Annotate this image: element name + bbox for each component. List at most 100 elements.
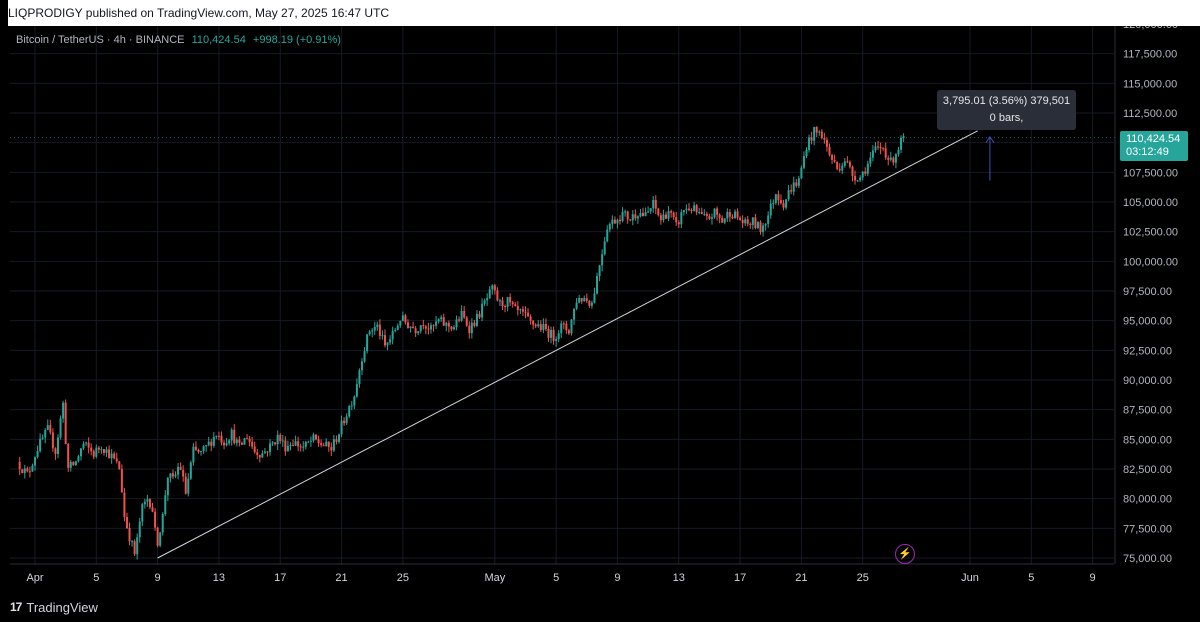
candle-body: [815, 126, 818, 133]
x-tick-label: 9: [1090, 572, 1096, 584]
candle-body: [767, 215, 770, 224]
x-tick-label: 17: [734, 572, 746, 584]
candle-body: [332, 439, 335, 451]
candle-body: [465, 317, 468, 326]
candle-body: [710, 217, 713, 219]
candle-body: [141, 504, 144, 522]
candle-body: [269, 443, 272, 453]
x-tick-label: 25: [397, 572, 409, 584]
candle-body: [859, 177, 862, 181]
candle-body: [246, 438, 249, 440]
candle-body: [652, 199, 655, 209]
candle-body: [800, 167, 803, 179]
candle-body: [166, 477, 169, 496]
lightning-bolt-icon[interactable]: ⚡: [895, 544, 915, 564]
candle-body: [67, 443, 70, 468]
candle-body: [698, 211, 701, 213]
y-tick-label: 100,000.00: [1123, 256, 1178, 268]
candle-body: [662, 214, 665, 221]
chart-area[interactable]: 120,000.00 117,500.00 115,000.00 112,500.00…: [0, 19, 1200, 592]
candle-body: [312, 434, 315, 441]
candle-body: [877, 146, 880, 148]
candle-body: [823, 137, 826, 140]
candle-body: [608, 223, 611, 230]
candle-body: [113, 453, 116, 459]
candle-body: [440, 317, 443, 320]
candle-body: [179, 466, 182, 470]
candle-body: [657, 208, 660, 216]
candle-body: [506, 297, 509, 307]
candle-body: [373, 326, 376, 331]
candle-body: [381, 335, 384, 337]
candle-body: [307, 441, 310, 443]
candle-body: [220, 435, 223, 443]
x-tick-label: 13: [673, 572, 685, 584]
candle-body: [825, 139, 828, 147]
candle-body: [138, 521, 141, 538]
candle-body: [483, 300, 486, 304]
candle-body: [59, 418, 62, 438]
candle-body: [256, 452, 259, 456]
y-tick-label: 77,500.00: [1123, 523, 1172, 535]
measure-bars: 0 bars,: [989, 112, 1024, 124]
candle-body: [320, 443, 323, 446]
candle-body: [601, 254, 604, 266]
candle-body: [263, 451, 266, 454]
symbol-legend: Bitcoin / TetherUS · 4h · BINANCE 110,42…: [16, 34, 341, 46]
candle-body: [225, 443, 228, 446]
candle-body: [240, 442, 243, 445]
candle-body: [889, 157, 892, 160]
candle-body: [41, 437, 44, 439]
candle-body: [396, 325, 399, 330]
x-tick-label: 5: [1028, 572, 1034, 584]
candle-body: [606, 229, 609, 242]
candle-body: [389, 339, 392, 343]
candle-body: [102, 449, 105, 453]
candle-body: [649, 208, 652, 212]
candle-body: [642, 213, 645, 217]
candle-body: [202, 446, 205, 452]
x-tick-label: Jun: [961, 572, 979, 584]
candle-body: [864, 171, 867, 174]
candle-body: [118, 461, 121, 470]
candle-body: [429, 325, 432, 330]
candle-body: [879, 146, 882, 149]
candle-body: [432, 325, 435, 327]
candlestick-chart[interactable]: 120,000.00 117,500.00 115,000.00 112,500.00…: [0, 19, 1200, 592]
y-tick-label: 120,000.00: [1123, 26, 1178, 31]
y-tick-label: 105,000.00: [1123, 197, 1178, 209]
candle-body: [327, 441, 330, 447]
candle-body: [626, 211, 629, 220]
candle-body: [271, 442, 274, 444]
candle-body: [560, 323, 563, 334]
candle-body: [677, 222, 680, 225]
candle-body: [422, 325, 425, 327]
last-price-tag: 110,424.54 03:12:49: [1120, 131, 1188, 161]
y-tick-label: 97,500.00: [1123, 286, 1172, 298]
candle-body: [866, 163, 869, 174]
candle-body: [177, 466, 180, 475]
candle-body: [861, 171, 864, 178]
candle-body: [182, 469, 185, 477]
bar-countdown: 03:12:49: [1126, 146, 1169, 158]
candle-body: [399, 320, 402, 326]
candle-body: [302, 446, 305, 448]
candle-body: [26, 468, 29, 472]
candle-body: [360, 361, 363, 371]
tradingview-logo[interactable]: 17 TradingView: [10, 600, 98, 615]
candle-body: [613, 219, 616, 224]
candle-body: [95, 447, 98, 457]
candle-body: [212, 436, 215, 446]
candle-body: [366, 334, 369, 352]
candle-body: [266, 451, 269, 453]
candle-body: [355, 384, 358, 397]
candle-body: [233, 429, 236, 444]
candle-body: [797, 178, 800, 186]
candle-body: [501, 300, 504, 307]
candle-body: [100, 449, 103, 451]
candle-body: [848, 161, 851, 167]
candle-body: [169, 473, 172, 478]
candle-body: [621, 211, 624, 222]
x-tick-label: 5: [93, 572, 99, 584]
candle-body: [894, 154, 897, 163]
